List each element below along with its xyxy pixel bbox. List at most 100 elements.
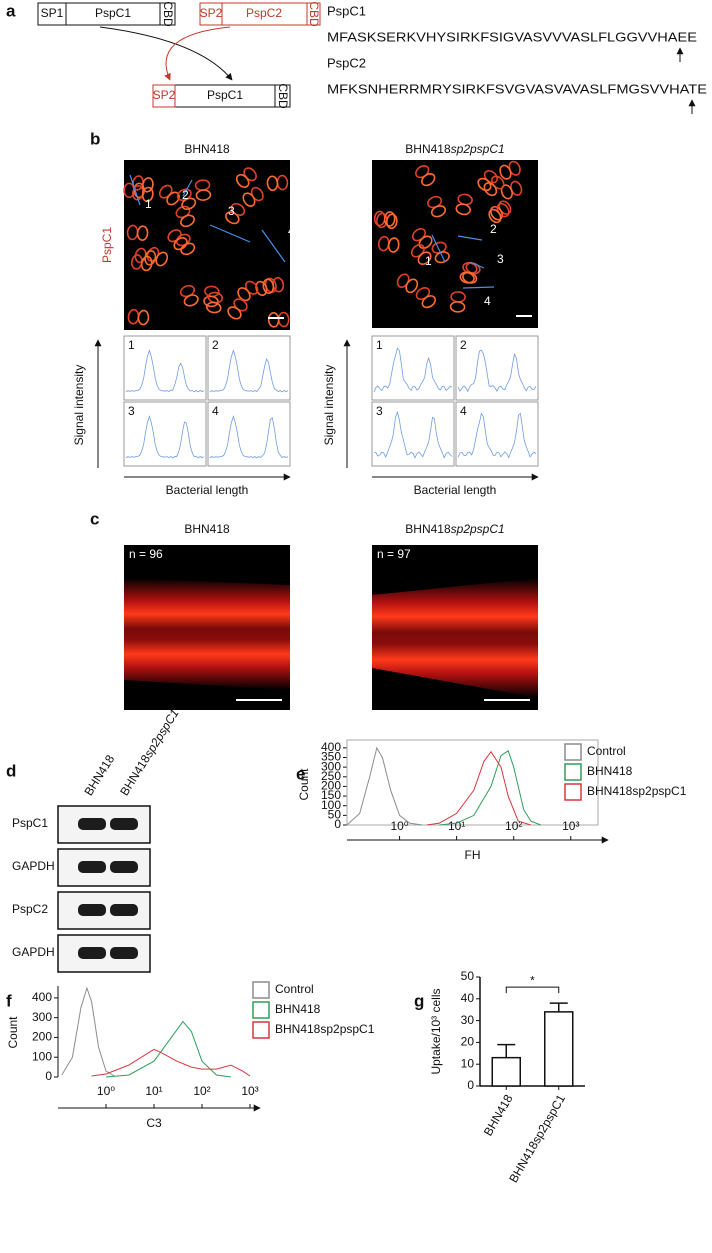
y-axis-label: Signal intensity <box>72 365 86 446</box>
sequence-name: PspC1 <box>327 3 366 18</box>
image-title: BHN418 <box>184 142 230 156</box>
cell <box>415 286 436 309</box>
cell-half <box>455 203 471 216</box>
cell-half <box>225 211 240 225</box>
panel-label: c <box>90 509 99 528</box>
cell <box>194 179 212 201</box>
legend-label: Control <box>275 982 314 996</box>
cell <box>267 311 290 328</box>
band <box>110 904 138 916</box>
legend-swatch <box>564 783 582 801</box>
cell <box>477 170 498 192</box>
x-tick-label: BHN418 <box>481 1092 516 1139</box>
title-part: BHN418 <box>405 522 451 536</box>
profile-box <box>455 401 539 467</box>
panel-label: d <box>6 761 16 780</box>
profile-box <box>207 335 291 401</box>
profile-number: 4 <box>288 224 295 238</box>
profile-number: 4 <box>484 294 491 308</box>
panel-label: b <box>90 129 100 148</box>
y-tick-label: 200 <box>32 1030 52 1044</box>
y-tick-label: 250 <box>321 769 341 783</box>
cell <box>449 291 466 313</box>
x-axis-label: Bacterial length <box>166 483 249 497</box>
profile-number: 3 <box>228 204 235 218</box>
significance-bracket <box>505 986 560 994</box>
blot-row-label: GAPDH <box>12 859 55 873</box>
sequence: MFASKSERKVHYSIRKFSIGVASVVVASLFLGGVVHAEE <box>327 29 697 44</box>
profile-number: 1 <box>128 338 135 352</box>
cell <box>179 284 199 307</box>
profile-number: 3 <box>497 252 504 266</box>
series-line <box>426 750 532 826</box>
profile-number: 1 <box>376 338 383 352</box>
x-axis-label: Bacterial length <box>414 483 497 497</box>
cell <box>410 243 432 265</box>
y-tick-label: 400 <box>321 740 341 754</box>
y-tick-label: 40 <box>461 991 475 1005</box>
cell-half <box>267 312 280 328</box>
cell-half <box>262 278 275 295</box>
cell-half <box>449 301 466 313</box>
y-tick-label: 300 <box>32 1010 52 1024</box>
x-tick-label: 10² <box>505 819 522 833</box>
profile-number: 1 <box>145 197 152 211</box>
title-part: sp2pspC1 <box>451 522 505 536</box>
cell <box>411 227 433 249</box>
cell-average <box>124 578 290 690</box>
profile-box <box>371 335 455 401</box>
series-line <box>91 1048 251 1077</box>
y-axis-label: Uptake/10³ cells <box>429 988 443 1074</box>
x-tick-label: 10³ <box>241 1084 258 1098</box>
panel-label: f <box>6 991 12 1010</box>
cbd: CBD <box>161 1 175 27</box>
construct-3 <box>152 84 291 108</box>
construct-2 <box>199 2 321 26</box>
cell <box>499 160 521 180</box>
band <box>110 818 138 830</box>
cell-half <box>183 294 199 307</box>
band <box>110 861 138 873</box>
cell <box>132 175 154 193</box>
cell-half <box>255 280 268 297</box>
cell-half <box>385 213 398 230</box>
legend-swatch <box>252 981 270 999</box>
panel-label: a <box>6 1 16 20</box>
n-label: n = 97 <box>377 547 411 561</box>
profile-line <box>129 174 141 206</box>
profile-line <box>431 234 446 263</box>
cell-half <box>483 182 498 197</box>
cell-half <box>421 295 436 309</box>
cell <box>235 167 257 188</box>
x-tick-label: 10² <box>193 1084 210 1098</box>
cell-half <box>237 287 251 302</box>
profile-line <box>182 179 193 197</box>
y-tick-label: 350 <box>321 750 341 764</box>
profile-curve <box>125 349 205 393</box>
bar <box>491 1056 521 1087</box>
profile-number: 2 <box>212 338 219 352</box>
x-tick-label: 10³ <box>562 819 579 833</box>
x-tick-label: 10⁰ <box>390 819 408 833</box>
cell-half <box>499 164 512 180</box>
bar <box>544 1011 574 1087</box>
cell-half <box>488 208 502 224</box>
profile-curve <box>373 347 453 393</box>
profile-line <box>457 235 483 241</box>
cell-half <box>383 211 396 227</box>
sp2: SP2 <box>200 6 223 20</box>
cell <box>225 202 246 225</box>
title-part: sp2pspC1 <box>451 142 505 156</box>
image-title: BHN418 <box>184 522 230 536</box>
profile-number: 3 <box>376 404 383 418</box>
series-line <box>346 746 423 826</box>
cell <box>167 229 188 251</box>
cell-half <box>235 173 250 188</box>
x-axis-label: C3 <box>146 1116 162 1130</box>
profile-number: 2 <box>182 188 189 202</box>
cell-half <box>417 251 432 265</box>
band <box>78 904 106 916</box>
y-tick-label: 300 <box>321 759 341 773</box>
profile-number: 4 <box>460 404 467 418</box>
y-tick-label: 20 <box>461 1035 475 1049</box>
